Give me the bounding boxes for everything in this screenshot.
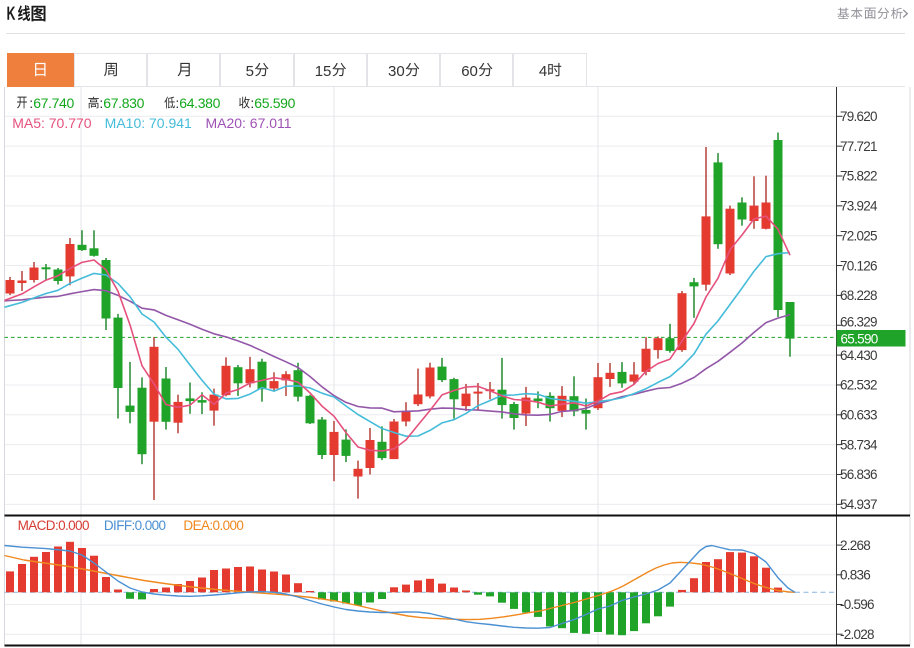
- svg-text:60: 60: [461, 63, 478, 80]
- svg-text:56.836: 56.836: [840, 467, 877, 482]
- svg-text:62.532: 62.532: [840, 378, 877, 393]
- svg-text:5: 5: [246, 63, 254, 80]
- svg-text:15: 15: [315, 63, 332, 80]
- svg-text:0.836: 0.836: [840, 568, 870, 583]
- svg-text:4: 4: [539, 63, 547, 80]
- svg-text:72.025: 72.025: [840, 228, 877, 243]
- svg-text:79.620: 79.620: [840, 109, 877, 124]
- svg-text:65.590: 65.590: [841, 331, 878, 346]
- svg-text:77.721: 77.721: [840, 139, 877, 154]
- svg-text:66.329: 66.329: [840, 314, 877, 329]
- svg-text:54.937: 54.937: [840, 497, 877, 512]
- svg-text:-0.596: -0.596: [840, 597, 874, 612]
- svg-text:75.822: 75.822: [840, 169, 877, 184]
- svg-text:73.924: 73.924: [840, 199, 878, 214]
- svg-text:64.430: 64.430: [840, 348, 877, 363]
- svg-text:60.633: 60.633: [840, 408, 877, 423]
- svg-text:2.268: 2.268: [840, 538, 870, 553]
- svg-text:30: 30: [388, 63, 405, 80]
- svg-text:68.228: 68.228: [840, 288, 877, 303]
- svg-text:70.126: 70.126: [840, 258, 877, 273]
- svg-text:58.734: 58.734: [840, 437, 878, 452]
- svg-text:-2.028: -2.028: [840, 627, 874, 642]
